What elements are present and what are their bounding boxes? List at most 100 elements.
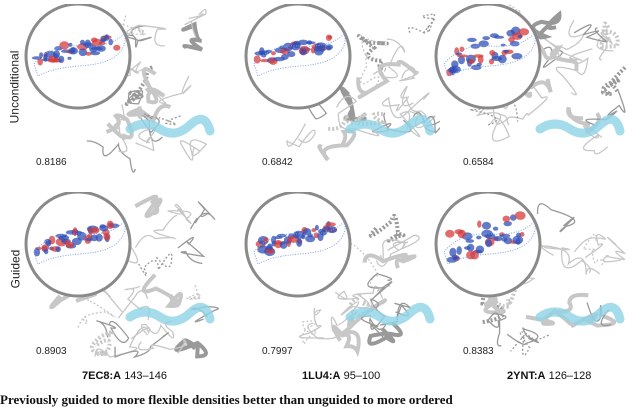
ribbon-strand — [177, 237, 206, 265]
ribbon-strand — [167, 203, 192, 224]
density-mesh — [33, 221, 126, 265]
density-blob — [485, 233, 496, 240]
density-blob — [466, 243, 475, 252]
ribbon-strand — [113, 104, 128, 153]
column-label-range: 95–100 — [343, 370, 381, 382]
density-blob — [503, 221, 512, 227]
ribbon-strand — [487, 312, 507, 347]
density-blob — [458, 55, 465, 65]
ribbon-strand — [119, 61, 147, 77]
ribbon-strand — [114, 332, 169, 359]
ribbon-strand — [89, 329, 116, 357]
density-mesh — [443, 33, 536, 77]
score-r1-c1: 0.7997 — [262, 346, 293, 357]
ribbon-strand — [483, 295, 506, 315]
ribbon-strand — [600, 66, 627, 97]
density-blob — [78, 48, 88, 57]
ribbon-strand — [596, 32, 614, 61]
density-blob — [456, 246, 462, 255]
column-label-pdb: 7EC8:A — [82, 370, 122, 382]
highlighted-segment — [345, 302, 435, 326]
density-blob — [271, 51, 276, 56]
score-r0-c1: 0.6842 — [262, 157, 293, 168]
ribbon-strand — [134, 194, 163, 219]
ribbon-strand — [132, 111, 163, 142]
ribbon-strand — [181, 21, 204, 52]
density-blob — [263, 237, 269, 243]
ribbon-strand — [506, 79, 548, 126]
density-blob — [55, 246, 61, 253]
density-blob — [512, 32, 523, 40]
ribbon-strand — [179, 139, 208, 161]
ribbon-strand — [174, 338, 208, 359]
density-blob — [37, 58, 43, 66]
ribbon-strand — [486, 281, 519, 309]
ribbon-strand — [140, 320, 175, 339]
ribbon-strand — [307, 316, 350, 340]
ribbon-strand — [362, 252, 417, 269]
density-blob — [477, 55, 484, 64]
density-blob — [99, 225, 109, 232]
highlighted-segment — [535, 302, 625, 326]
structure-panel — [240, 192, 440, 362]
density-blob — [325, 222, 336, 227]
density-blob — [104, 34, 110, 41]
column-label-1: 1LU4:A 95–100 — [302, 370, 380, 382]
density-blob — [65, 241, 75, 248]
density-blob — [53, 53, 59, 60]
density-blob — [514, 211, 526, 220]
ribbon-strand — [96, 320, 130, 344]
density-blob — [307, 40, 312, 45]
density-blob — [314, 224, 319, 231]
ribbon-strand — [141, 273, 183, 308]
ribbon-strand — [331, 324, 361, 358]
density-blob — [287, 51, 296, 58]
column-label-range: 126–128 — [548, 370, 592, 382]
structure-image — [24, 192, 219, 359]
ribbon-strand — [381, 92, 430, 119]
score-r0-c0: 0.8186 — [36, 157, 67, 168]
density-blob — [68, 47, 78, 55]
ribbon-strand — [541, 245, 601, 275]
density-blob — [267, 243, 273, 250]
ribbon-strand — [585, 90, 626, 126]
density-blob — [482, 36, 490, 41]
density-blob — [300, 48, 307, 56]
structure-panel — [240, 4, 440, 174]
ribbon-strand — [124, 285, 151, 320]
density-blob — [509, 41, 520, 47]
ribbon-strand — [536, 203, 576, 233]
highlighted-segment — [345, 114, 435, 138]
ribbon-strand — [602, 236, 626, 263]
ribbon-strand — [599, 21, 620, 49]
ribbon-strand — [375, 238, 405, 267]
ribbon-strand — [350, 243, 391, 292]
ribbon-strand — [141, 67, 166, 105]
density-blob — [449, 65, 461, 74]
density-blob — [470, 43, 480, 49]
ribbon-strand — [573, 233, 607, 259]
ribbon-strand — [126, 103, 172, 124]
density-blob — [276, 233, 287, 238]
density-blob — [106, 220, 114, 229]
density-blob — [459, 46, 465, 52]
ribbon-strand — [407, 13, 437, 35]
density-mesh — [443, 221, 536, 265]
density-blob — [265, 49, 272, 54]
score-r1-c2: 0.8383 — [463, 346, 494, 357]
density-blob — [499, 233, 511, 238]
highlighted-segment — [535, 114, 625, 138]
density-blob — [445, 229, 455, 238]
density-blob — [493, 35, 505, 39]
highlighted-segment — [125, 114, 215, 138]
density-blob — [516, 232, 522, 238]
density-blob — [503, 49, 509, 53]
density-blob — [325, 44, 333, 50]
density-blob — [452, 254, 458, 260]
ribbon-strand — [298, 307, 324, 339]
score-r0-c2: 0.6584 — [463, 157, 494, 168]
structure-image — [434, 4, 627, 155]
density-blob — [95, 233, 103, 242]
ribbon-strand — [400, 85, 427, 117]
density-blob — [46, 239, 52, 247]
